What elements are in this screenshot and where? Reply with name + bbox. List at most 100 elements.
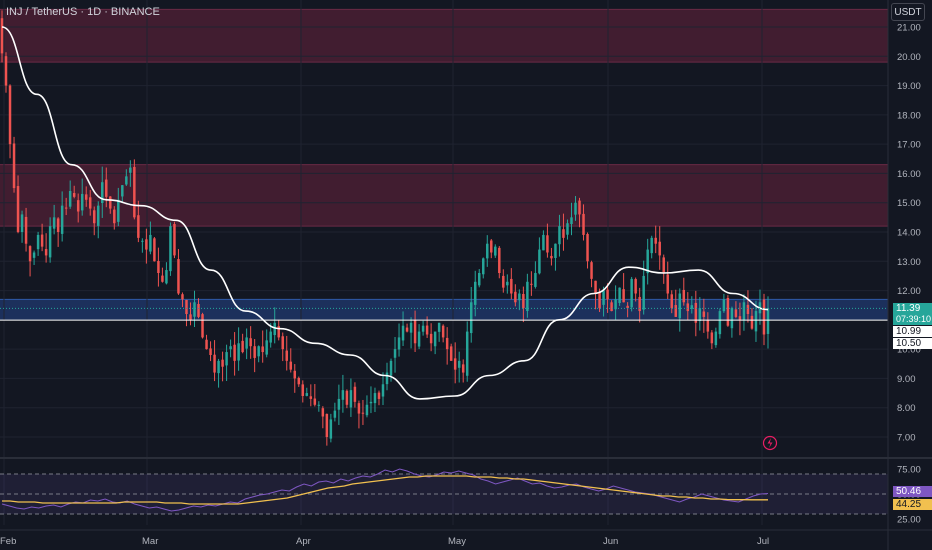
time-tick-label: May	[448, 536, 466, 547]
time-tick-label: Mar	[142, 536, 158, 547]
candle-body	[337, 398, 341, 410]
candle-body	[578, 200, 581, 215]
rsi-ma-value-label: 44.25	[893, 499, 932, 510]
candle-body	[626, 305, 629, 309]
candle-body	[80, 193, 84, 211]
candle-body	[121, 185, 124, 197]
candle-body	[88, 197, 92, 209]
candle-body	[137, 215, 140, 238]
candle-body	[233, 344, 236, 361]
candle-body	[690, 305, 694, 309]
candle-body	[437, 322, 441, 332]
candle-body	[726, 297, 730, 326]
candle-body	[40, 234, 44, 247]
price-tick-label: 16.00	[897, 169, 921, 180]
candle-body	[710, 332, 714, 344]
candle-body	[349, 390, 353, 408]
candle-body	[494, 246, 497, 256]
candle-body	[329, 419, 333, 439]
candle-body	[92, 210, 96, 224]
candle-body	[682, 289, 686, 303]
candle-body	[550, 255, 553, 259]
horizontal-levels	[0, 307, 888, 321]
candle-body	[694, 302, 698, 323]
candle-body	[658, 241, 661, 256]
candle-body	[514, 291, 517, 303]
candle-body	[209, 348, 212, 355]
candle-body	[357, 403, 361, 414]
currency-button[interactable]: USDT	[891, 3, 925, 21]
price-tick-label: 13.00	[897, 257, 921, 268]
rsi-tick-label: 25.00	[897, 515, 921, 526]
candle-body	[393, 349, 397, 358]
candle-body	[28, 246, 32, 262]
candle-body	[197, 303, 200, 317]
candle-body	[650, 237, 653, 254]
candle-body	[469, 302, 473, 334]
candle-body	[12, 143, 16, 189]
candle-body	[638, 296, 641, 312]
candle-body	[706, 319, 710, 332]
lightning-alert-icon[interactable]	[762, 435, 778, 451]
candle-body	[722, 299, 726, 312]
candle-body	[221, 359, 224, 367]
candle-body	[702, 311, 706, 317]
candle-body	[610, 302, 613, 312]
price-axis[interactable]: 21.00 20.00 19.00 18.00 17.00 16.00 15.00 14.00…	[887, 0, 921, 550]
rsi-value-label: 50.46	[893, 486, 932, 497]
candle-body	[473, 281, 477, 305]
candle-body	[413, 320, 417, 344]
symbol-title[interactable]: INJ / TetherUS · 1D · BINANCE	[6, 6, 160, 18]
candle-body	[8, 85, 12, 145]
candle-body	[526, 281, 529, 312]
candle-body	[52, 217, 56, 229]
candle-body	[405, 327, 409, 332]
zone-2	[0, 299, 888, 320]
candle-body	[101, 182, 104, 204]
candle-body	[4, 56, 8, 86]
candle-body	[461, 364, 465, 373]
candle-body	[642, 275, 645, 310]
candle-body	[321, 408, 325, 417]
candle-body	[169, 226, 172, 272]
candle-body	[518, 293, 521, 301]
candle-body	[646, 249, 649, 274]
candle-body	[409, 322, 413, 333]
time-axis[interactable]: Feb Mar Apr May Jun Jul	[0, 529, 932, 547]
candle-body	[598, 292, 601, 309]
candle-body	[64, 207, 68, 209]
price-tick-label: 19.00	[897, 81, 921, 92]
candle-body	[277, 326, 280, 338]
price-tick-label: 14.00	[897, 228, 921, 239]
candle-body	[554, 243, 557, 258]
candle-body	[145, 239, 148, 250]
candle-body	[261, 346, 264, 353]
candle-body	[32, 252, 36, 258]
candle-body	[510, 278, 513, 294]
candle-body	[265, 340, 268, 355]
candle-body	[486, 243, 489, 259]
candle-body	[373, 393, 377, 404]
candle-body	[490, 240, 493, 253]
candle-body	[217, 360, 220, 374]
candle-body	[433, 331, 437, 347]
time-tick-label: Jul	[757, 536, 769, 547]
candle-body	[522, 294, 525, 309]
candle-body	[369, 401, 373, 404]
candle-body	[381, 384, 385, 397]
candle-body	[718, 311, 722, 335]
candle-body	[129, 167, 132, 173]
level-label-2: 10.50	[893, 338, 932, 349]
candle-body	[16, 186, 20, 232]
candle-body	[193, 302, 196, 317]
candle-body	[105, 179, 108, 197]
candle-body	[345, 390, 349, 405]
candle-body	[109, 196, 112, 209]
candle-body	[181, 294, 184, 300]
candle-body	[117, 199, 120, 222]
candle-body	[734, 309, 738, 317]
candle-body	[538, 249, 541, 274]
price-tick-label: 20.00	[897, 52, 921, 63]
candle-body	[746, 304, 750, 314]
